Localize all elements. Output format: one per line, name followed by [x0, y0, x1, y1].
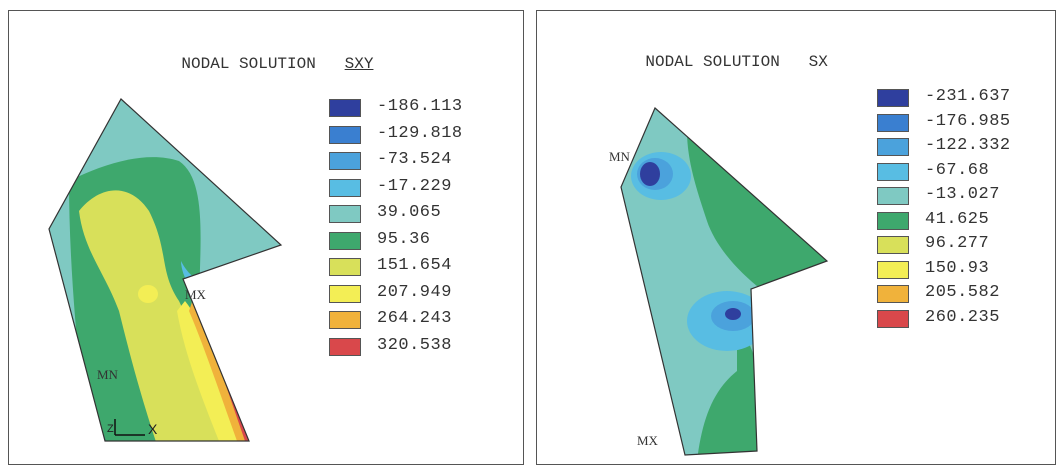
- right-band-lightyellow: [627, 401, 677, 455]
- left-axis-z-label: Z: [107, 423, 114, 435]
- right-legend-swatch: [877, 285, 909, 303]
- left-legend-value: 151.654: [377, 256, 452, 275]
- left-legend-value: -129.818: [377, 123, 463, 143]
- right-plot-panel: NODAL SOLUTION SX MN MX -231.637 -176.9: [536, 10, 1056, 465]
- left-plot-panel: NODAL SOLUTION SXY MX MN Z X -186.11: [8, 10, 524, 465]
- left-legend-swatch: [329, 231, 361, 250]
- left-legend-swatch: [329, 152, 361, 170]
- left-title-text: NODAL SOLUTION: [181, 55, 316, 73]
- left-legend-value: -17.229: [377, 176, 452, 196]
- left-quantity-label: SXY: [344, 55, 374, 73]
- right-legend-value: 260.235: [925, 307, 1000, 327]
- right-legend-swatch: [877, 138, 909, 156]
- left-band-lightyellow: [79, 190, 229, 441]
- right-legend-value: 150.93: [925, 258, 990, 278]
- left-legend-value: 264.243: [377, 309, 452, 328]
- left-legend-value: 95.36: [377, 229, 431, 249]
- right-legend-value: 205.582: [925, 283, 1000, 302]
- left-legend-value: -186.113: [377, 97, 463, 116]
- right-outline: [620, 106, 829, 456]
- right-mx-label: MX: [637, 433, 658, 448]
- left-contour-plot: [48, 98, 283, 442]
- right-legend-value: -13.027: [925, 185, 1000, 204]
- left-outline: [48, 98, 283, 442]
- left-legend-swatch: [329, 258, 361, 276]
- right-legend-swatch: [877, 113, 909, 132]
- right-legend-value: -122.332: [925, 136, 1011, 155]
- left-mx-label: MX: [185, 287, 206, 302]
- right-band-darkblue-mid: [725, 308, 741, 320]
- right-band-green-lower: [697, 321, 767, 455]
- left-legend-swatch: [329, 178, 361, 197]
- right-legend-swatch: [877, 187, 909, 205]
- left-mn-label: MN: [97, 367, 118, 382]
- left-legend-value: 39.065: [377, 203, 442, 222]
- right-legend-value: -67.68: [925, 160, 990, 180]
- left-legend-swatch: [329, 284, 361, 303]
- left-legend-value: 207.949: [377, 282, 452, 302]
- right-band-green-upper: [687, 131, 827, 301]
- right-legend-value: -231.637: [925, 87, 1011, 106]
- right-band-darkblue-top: [640, 162, 660, 186]
- right-legend-swatch: [877, 309, 909, 328]
- left-plot-title: NODAL SOLUTION SXY: [143, 37, 373, 91]
- left-legend-value: 320.538: [377, 335, 452, 355]
- right-title-text: NODAL SOLUTION: [645, 53, 780, 71]
- left-axis-x-label: X: [148, 421, 158, 437]
- right-legend-swatch: [877, 211, 909, 230]
- right-legend-swatch: [877, 236, 909, 254]
- left-legend-swatch: [329, 205, 361, 223]
- right-legend-swatch: [877, 89, 909, 107]
- right-legend-value: -176.985: [925, 111, 1011, 131]
- right-legend-value: 41.625: [925, 209, 990, 229]
- right-mn-label: MN: [609, 149, 630, 164]
- right-contour-plot: [620, 106, 829, 456]
- left-legend-swatch: [329, 125, 361, 144]
- right-legend-swatch: [877, 162, 909, 181]
- right-plot-title: NODAL SOLUTION SX: [607, 35, 828, 89]
- right-legend-swatch: [877, 260, 909, 279]
- left-legend-value: -73.524: [377, 150, 452, 169]
- left-band-yellow-spot: [138, 285, 158, 303]
- left-legend-swatch: [329, 311, 361, 329]
- left-legend-swatch: [329, 99, 361, 117]
- right-quantity-label: SX: [808, 53, 828, 71]
- left-legend-swatch: [329, 337, 361, 356]
- right-legend-value: 96.277: [925, 234, 990, 253]
